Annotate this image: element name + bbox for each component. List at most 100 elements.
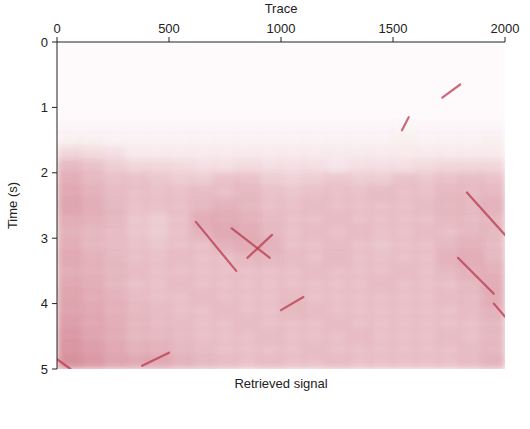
cell [102, 356, 125, 369]
cell [326, 251, 349, 265]
cell [236, 356, 259, 369]
cell [393, 160, 416, 174]
cell [147, 147, 170, 161]
cell [79, 160, 102, 174]
cell [236, 55, 259, 69]
cell [281, 304, 304, 318]
cell [259, 199, 282, 213]
cell [371, 330, 394, 344]
cell [415, 317, 438, 331]
cell [79, 55, 102, 69]
cell [393, 251, 416, 265]
cell [438, 134, 461, 148]
cell [57, 186, 80, 200]
cell [147, 94, 170, 108]
cell [259, 343, 282, 357]
cell [438, 238, 461, 252]
cell [393, 55, 416, 69]
event [142, 353, 169, 366]
y-tick [52, 172, 57, 173]
cell [281, 199, 304, 213]
event [196, 222, 236, 271]
cell [460, 291, 483, 305]
cell [169, 94, 192, 108]
cell [236, 291, 259, 305]
cell [371, 277, 394, 291]
cell [259, 291, 282, 305]
cell [393, 264, 416, 278]
cell [460, 238, 483, 252]
cell [393, 186, 416, 200]
cell [415, 81, 438, 95]
cell [460, 81, 483, 95]
cell [259, 107, 282, 121]
cell [281, 120, 304, 134]
cell [415, 173, 438, 187]
event [402, 117, 409, 130]
cell [259, 42, 282, 56]
cell [214, 68, 237, 82]
cell [147, 55, 170, 69]
cell [348, 251, 371, 265]
cell [57, 134, 80, 148]
cell [191, 356, 214, 369]
cell [348, 238, 371, 252]
cell [147, 264, 170, 278]
event [494, 304, 505, 317]
cell [326, 291, 349, 305]
cell [281, 160, 304, 174]
cell [415, 212, 438, 226]
cell [214, 199, 237, 213]
cell [281, 186, 304, 200]
cell [147, 186, 170, 200]
cell [57, 356, 80, 369]
cell [483, 251, 505, 265]
cell [460, 304, 483, 318]
cell [259, 186, 282, 200]
cell [147, 251, 170, 265]
cell [393, 212, 416, 226]
cell [371, 251, 394, 265]
cell [393, 134, 416, 148]
cell [102, 330, 125, 344]
cell [79, 238, 102, 252]
x-tick-label: 1000 [267, 21, 296, 36]
cell [259, 277, 282, 291]
cell [415, 94, 438, 108]
cell [57, 330, 80, 344]
cell [281, 225, 304, 239]
y-tick-label: 5 [41, 362, 48, 377]
cell [147, 212, 170, 226]
cell [326, 304, 349, 318]
cell [438, 173, 461, 187]
cell [169, 317, 192, 331]
cell [326, 317, 349, 331]
cell [438, 330, 461, 344]
event [247, 235, 272, 258]
cell [415, 147, 438, 161]
cell [147, 317, 170, 331]
cell [236, 304, 259, 318]
cell [303, 291, 326, 305]
cell [147, 277, 170, 291]
cell [259, 81, 282, 95]
cell [79, 134, 102, 148]
cell [438, 160, 461, 174]
cell [57, 212, 80, 226]
cell [348, 212, 371, 226]
cell [371, 212, 394, 226]
event [281, 297, 303, 310]
cell [147, 238, 170, 252]
cell [303, 304, 326, 318]
cell [79, 107, 102, 121]
cell [438, 107, 461, 121]
cell [169, 238, 192, 252]
cell [169, 304, 192, 318]
cell [259, 317, 282, 331]
cell [303, 173, 326, 187]
cell [214, 81, 237, 95]
cell [438, 277, 461, 291]
cell [191, 264, 214, 278]
cell [371, 199, 394, 213]
cell [415, 186, 438, 200]
